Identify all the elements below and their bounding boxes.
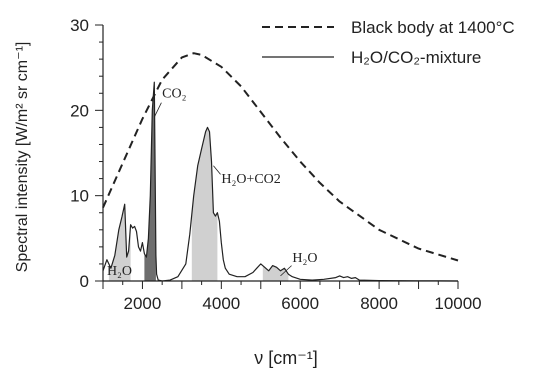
- annotation-label: H₂O: [292, 251, 317, 266]
- x-axis-label: ν [cm⁻¹]: [254, 348, 318, 368]
- annotations: CO₂ H₂O+CO2 H₂O H₂O: [107, 87, 317, 279]
- annotation-leader: [213, 165, 221, 175]
- x-ticks: 2000 4000 6000 8000 10000: [102, 281, 482, 313]
- series-line-blackbody: [102, 52, 459, 262]
- y-axis-label: Spectral intensity [W/m² sr cm⁻¹]: [14, 42, 31, 273]
- y-tick-label: 20: [70, 101, 89, 120]
- series-line-mixture: [102, 81, 459, 282]
- annotation-label: H₂O+CO2: [221, 172, 280, 187]
- series-layer: [102, 52, 459, 282]
- x-tick-label: 4000: [202, 294, 240, 313]
- y-tick-label: 30: [70, 16, 89, 35]
- legend-label-blackbody: Black body at 1400°C: [351, 18, 515, 37]
- y-tick-label: 0: [80, 272, 89, 291]
- x-tick-label: 6000: [281, 294, 319, 313]
- annotation-label: H₂O: [107, 264, 132, 279]
- x-tick-label: 2000: [124, 294, 162, 313]
- y-ticks: 0 10 20 30: [70, 16, 103, 291]
- absorption-band-4: [262, 265, 289, 281]
- annotation-leader: [153, 102, 162, 118]
- annotation-leader: [280, 265, 292, 277]
- legend: Black body at 1400°C H₂O/CO₂-mixture: [262, 18, 515, 67]
- absorption-band-2: [144, 82, 156, 281]
- legend-label-mixture: H₂O/CO₂-mixture: [351, 48, 481, 67]
- x-tick-label: 8000: [360, 294, 398, 313]
- x-tick-label: 10000: [434, 294, 481, 313]
- annotation-label: CO₂: [162, 87, 186, 102]
- y-tick-label: 10: [70, 187, 89, 206]
